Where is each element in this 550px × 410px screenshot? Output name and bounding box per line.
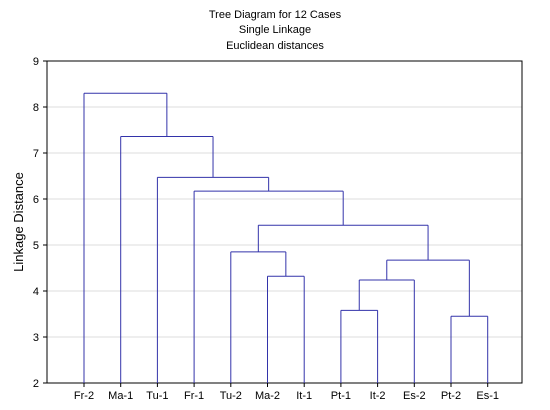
leaf-label-Es-1: Es-1 (476, 390, 499, 402)
leaf-label-Es-2: Es-2 (403, 390, 426, 402)
y-tick-label-5: 5 (33, 240, 39, 252)
leaf-label-Tu-1: Tu-1 (146, 390, 168, 402)
leaf-label-Pt-1: Pt-1 (331, 390, 351, 402)
y-tick-label-3: 3 (33, 332, 39, 344)
leaf-label-Pt-2: Pt-2 (441, 390, 461, 402)
y-tick-label-9: 9 (33, 56, 39, 68)
leaf-label-Fr-2: Fr-2 (74, 390, 94, 402)
y-tick-label-6: 6 (33, 194, 39, 206)
leaf-label-Fr-1: Fr-1 (184, 390, 204, 402)
leaf-label-It-2: It-2 (370, 390, 386, 402)
chart-subtitle-1: Single Linkage (238, 24, 312, 36)
y-tick-label-4: 4 (33, 286, 39, 298)
leaf-label-It-1: It-1 (296, 390, 312, 402)
leaf-label-Ma-1: Ma-1 (108, 390, 133, 402)
y-tick-label-8: 8 (33, 102, 39, 114)
plot-frame (46, 60, 523, 384)
y-tick-label-2: 2 (33, 378, 39, 390)
chart-subtitle-2: Euclidean distances (226, 40, 324, 52)
chart-title: Tree Diagram for 12 Cases (208, 9, 342, 21)
leaf-label-Tu-2: Tu-2 (220, 390, 242, 402)
y-axis-title: Linkage Distance (11, 172, 26, 272)
y-tick-label-7: 7 (33, 148, 39, 160)
leaf-label-Ma-2: Ma-2 (255, 390, 280, 402)
